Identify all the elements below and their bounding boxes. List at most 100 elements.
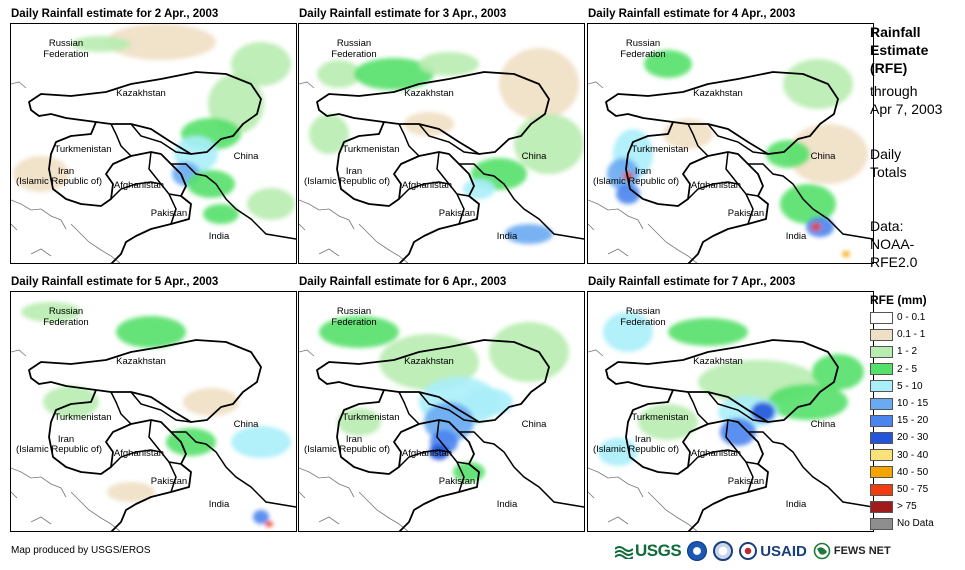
usaid-logo-text: USAID: [760, 542, 807, 560]
legend-label: > 75: [897, 501, 917, 513]
map-label-turkmenistan: Turkmenistan: [631, 412, 688, 423]
map-label-pakistan: Pakistan: [728, 476, 764, 487]
country-border: [316, 339, 550, 423]
map-label-iran-line2: (Islamic Republic of): [304, 444, 390, 455]
coastline: [588, 349, 698, 531]
rainfall-patch: [668, 318, 748, 346]
sidebar-data-line2: NOAA-: [870, 236, 915, 252]
noaa-logo-icon: [687, 541, 708, 561]
panel-title-1: Daily Rainfall estimate for 2 Apr., 2003: [11, 8, 219, 20]
country-border: [725, 151, 739, 185]
country-border: [171, 431, 296, 508]
rainfall-patch: [768, 384, 848, 420]
map-label-afghanistan: Afghanistan: [114, 448, 164, 459]
country-border: [148, 151, 162, 185]
rainfall-patch: [812, 354, 864, 390]
rainfall-patch: [166, 428, 216, 456]
coastline: [11, 81, 121, 263]
legend-item: 20 - 30: [870, 431, 928, 444]
map-label-china: China: [234, 151, 260, 162]
map-label-india: India: [209, 499, 230, 510]
map-label-russia-line1: Russian: [337, 38, 371, 49]
legend-swatch: [870, 500, 893, 513]
country-border: [687, 391, 709, 425]
map-label-kazakhstan: Kazakhstan: [693, 88, 743, 99]
legend-item: 15 - 20: [870, 414, 928, 427]
rainfall-patch: [337, 408, 381, 436]
map-label-turkmenistan: Turkmenistan: [342, 144, 399, 155]
map-label-russia-line2: Federation: [43, 49, 88, 60]
country-border: [687, 123, 709, 157]
map-label-kazakhstan: Kazakhstan: [404, 356, 454, 367]
map-label-pakistan: Pakistan: [151, 476, 187, 487]
rainfall-patch: [453, 462, 485, 482]
legend-label: 0 - 0.1: [897, 312, 926, 323]
legend-item: 30 - 40: [870, 449, 928, 462]
coastline: [588, 81, 698, 263]
map-label-kazakhstan: Kazakhstan: [116, 88, 166, 99]
legend-swatch: [870, 328, 893, 341]
map-label-russia-line1: Russian: [626, 38, 660, 49]
legend-label: 5 - 10: [897, 380, 923, 392]
legend-item: 10 - 15: [870, 397, 928, 410]
country-border: [456, 193, 465, 225]
legend-label: 15 - 20: [897, 415, 929, 427]
rainfall-field: [319, 316, 569, 482]
map-label-pakistan: Pakistan: [439, 208, 475, 219]
map-label-turkmenistan: Turkmenistan: [631, 144, 688, 155]
country-border: [748, 431, 873, 508]
map-label-russia-line1: Russian: [337, 306, 371, 317]
map-label-china: China: [522, 419, 548, 430]
rainfall-patch: [354, 58, 434, 90]
map-label-russia-line2: Federation: [331, 317, 376, 328]
sidebar-heading-line3: (RFE): [870, 60, 908, 76]
country-border: [110, 391, 132, 425]
country-border: [436, 151, 450, 185]
legend-item: No Data: [870, 517, 934, 530]
map-label-afghanistan: Afghanistan: [402, 180, 452, 191]
rainfall-patch: [783, 59, 853, 109]
map-label-china: China: [811, 151, 837, 162]
map-label-russia-line2: Federation: [620, 317, 665, 328]
map-label-afghanistan: Afghanistan: [691, 180, 741, 191]
legend-swatch: [870, 380, 893, 393]
country-border: [28, 71, 262, 155]
map-label-afghanistan: Afghanistan: [691, 448, 741, 459]
rainfall-patch: [616, 184, 640, 204]
rainfall-patch: [309, 114, 349, 154]
rainfall-patch: [603, 312, 653, 352]
rainfall-field: [13, 24, 295, 224]
map-panel-3: Russian Federation Kazakhstan Turkmenistan I…: [587, 23, 874, 264]
legend-item: 50 - 75: [870, 483, 928, 496]
country-border: [605, 339, 839, 423]
rainfall-patch: [419, 52, 479, 76]
rainfall-patch: [663, 119, 713, 149]
rainfall-patch: [788, 124, 868, 184]
legend-swatch: [870, 466, 893, 479]
map-label-iran-line1: Iran: [58, 434, 74, 445]
legend-title: RFE (mm): [870, 293, 927, 307]
country-border: [456, 461, 465, 493]
map-credit: Map produced by USGS/EROS: [11, 545, 151, 556]
usgs-wave-icon: [615, 545, 633, 559]
country-border: [707, 391, 769, 423]
country-border: [398, 391, 420, 425]
rainfall-patch: [231, 42, 291, 86]
rainfall-patch: [183, 388, 239, 416]
usaid-seal-icon: [739, 542, 758, 560]
map-panel-6: Russian Federation Kazakhstan Turkmenistan I…: [587, 291, 874, 532]
rainfall-field: [21, 302, 291, 527]
country-border: [171, 163, 296, 240]
globe-icon: [813, 542, 831, 560]
map-label-india: India: [786, 499, 807, 510]
rainfall-patch: [253, 510, 269, 524]
country-border: [725, 419, 739, 453]
coastline: [11, 349, 121, 531]
map-label-russia-line2: Federation: [43, 317, 88, 328]
sidebar-through-line2: Apr 7, 2003: [870, 101, 943, 117]
country-border: [605, 71, 839, 155]
coastline: [299, 349, 409, 531]
map-label-pakistan: Pakistan: [151, 208, 187, 219]
